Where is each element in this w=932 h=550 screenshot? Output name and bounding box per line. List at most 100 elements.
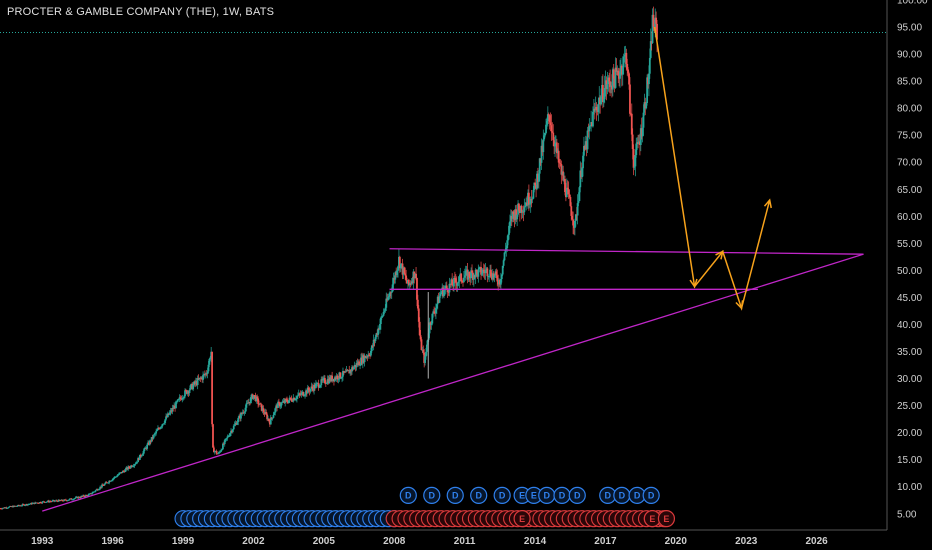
candle-body — [564, 178, 566, 193]
candle-body — [233, 424, 236, 426]
candle-body — [37, 503, 40, 504]
candle-body — [297, 393, 300, 396]
candle-body — [3, 507, 6, 509]
candle-body — [266, 414, 269, 420]
candle-body — [107, 482, 110, 484]
y-tick-label: 30.00 — [897, 374, 922, 385]
candle-body — [125, 467, 128, 470]
candle-body — [338, 372, 341, 380]
candle-body — [571, 215, 574, 220]
candle-body — [284, 399, 287, 403]
candle-body — [220, 449, 223, 452]
candle-body — [619, 71, 621, 79]
candle-body — [83, 495, 85, 497]
candle-body — [656, 23, 658, 40]
candle-body — [651, 14, 654, 44]
candle-body — [133, 464, 136, 466]
candle-body — [24, 505, 27, 506]
candle-body — [299, 394, 302, 395]
candle-body — [494, 271, 497, 275]
candle-body — [282, 400, 285, 403]
candle-body — [18, 505, 20, 506]
candle-body — [256, 396, 259, 399]
candle-body — [642, 112, 645, 128]
candle-body — [596, 110, 599, 112]
candle-body — [649, 41, 652, 58]
candle-body — [496, 275, 499, 282]
candle-body — [645, 103, 648, 109]
candle-body — [603, 88, 606, 100]
candle-body — [149, 440, 152, 442]
candle-body — [655, 17, 658, 24]
candle-body — [29, 503, 32, 504]
candle-body — [569, 197, 572, 207]
candle-body — [32, 502, 35, 504]
candle-body — [590, 122, 593, 126]
candle-body — [506, 240, 509, 249]
candle-body — [572, 219, 575, 226]
candle-body — [574, 214, 577, 221]
candle-body — [452, 285, 454, 287]
candle-body — [286, 399, 288, 402]
candle-body — [22, 504, 25, 506]
earnings-marker-label: E — [649, 514, 655, 524]
x-tick-label: 2014 — [524, 536, 547, 547]
candle-body — [462, 281, 464, 283]
candle-body — [417, 308, 420, 322]
candle-body — [537, 173, 539, 182]
x-tick-label: 2011 — [454, 536, 476, 547]
candle-body — [546, 121, 548, 125]
candle-body — [584, 141, 587, 150]
candle-body — [172, 408, 175, 409]
candle-body — [374, 337, 377, 342]
candle-body — [601, 84, 603, 97]
candle-body — [64, 499, 67, 501]
candle-body — [294, 399, 297, 401]
projection-arrowhead — [735, 300, 744, 310]
candle-body — [407, 279, 410, 285]
candle-body — [333, 377, 336, 382]
projection-arrowhead — [763, 198, 772, 209]
candle-body — [305, 390, 307, 395]
x-tick-label: 2002 — [242, 536, 265, 547]
candle-body — [460, 273, 463, 281]
candle-body — [364, 355, 367, 358]
candle-body — [64, 499, 66, 501]
candle-body — [623, 54, 626, 57]
candle-body — [56, 500, 59, 502]
candle-body — [509, 216, 512, 222]
candle-body — [490, 269, 492, 277]
candle-body — [248, 402, 250, 404]
candle-body — [428, 322, 431, 334]
candle-body — [318, 387, 321, 388]
candle-body — [38, 502, 41, 504]
candle-body — [0, 508, 2, 510]
candle-body — [142, 451, 145, 455]
candle-body — [260, 404, 263, 411]
candle-body — [98, 488, 101, 490]
candle-body — [432, 311, 435, 314]
candle-body — [419, 335, 422, 340]
candle-body — [504, 250, 507, 253]
candle-body — [438, 296, 441, 303]
candle-body — [78, 496, 81, 498]
candle-body — [585, 141, 588, 150]
candle-body — [250, 394, 253, 398]
candle-body — [322, 378, 325, 381]
candle-body — [212, 424, 214, 448]
candle-body — [292, 397, 295, 402]
candle-body — [241, 412, 244, 414]
candle-body — [190, 383, 193, 386]
candle-body — [157, 428, 160, 430]
candle-body — [629, 113, 632, 115]
candle-body — [644, 102, 647, 109]
dividend-marker — [642, 486, 660, 504]
candle-body — [524, 206, 527, 208]
candle-body — [434, 312, 436, 314]
candle-body — [119, 472, 121, 474]
y-tick-label: 65.00 — [897, 185, 922, 196]
marker-label: D — [543, 491, 550, 501]
candle-body — [360, 357, 362, 366]
candle-body — [455, 282, 458, 286]
